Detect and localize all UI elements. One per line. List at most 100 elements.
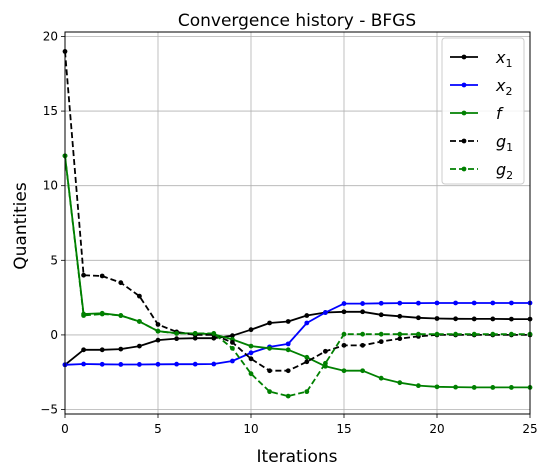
data-point-x1	[230, 333, 235, 339]
y-tick-label: 15	[43, 104, 58, 118]
data-point-f	[360, 368, 365, 374]
data-point-g2	[118, 313, 124, 318]
data-point-x2	[490, 300, 496, 306]
data-point-x1	[490, 316, 496, 322]
data-point-f	[490, 385, 496, 390]
y-tick-label: 20	[43, 29, 58, 43]
y-tick-label: 0	[50, 328, 58, 342]
data-point-g2	[285, 393, 291, 399]
x-axis-label: Iterations	[257, 447, 338, 467]
series-g2	[62, 153, 533, 399]
data-point-g2	[378, 331, 384, 337]
data-point-g2	[416, 331, 421, 337]
data-point-f	[341, 368, 347, 374]
data-point-f	[285, 347, 291, 353]
data-point-x1	[211, 335, 217, 341]
series-line-g2	[64, 155, 530, 398]
data-point-x2	[434, 300, 440, 306]
data-point-f	[453, 384, 458, 390]
data-point-x2	[81, 361, 86, 367]
y-axis-ticks: −5 0 5 10 15 20	[40, 29, 65, 417]
data-point-x2	[211, 361, 217, 367]
data-point-x2	[397, 300, 403, 306]
data-point-x1	[434, 316, 440, 321]
data-point-x2	[360, 301, 365, 306]
data-point-x2	[453, 300, 458, 306]
data-point-g2	[81, 313, 86, 318]
data-point-g2	[323, 360, 328, 366]
data-point-f	[509, 385, 514, 390]
data-point-x1	[155, 337, 161, 343]
data-point-g1	[267, 368, 272, 374]
legend-marker-g1	[461, 138, 467, 144]
data-point-g2	[155, 328, 161, 334]
x-tick-label: 10	[243, 422, 258, 436]
data-point-g1	[230, 339, 235, 345]
data-point-x2	[304, 320, 310, 326]
data-point-x2	[323, 310, 328, 315]
data-point-g1	[81, 272, 86, 278]
data-point-x1	[509, 316, 514, 322]
data-point-g2	[341, 331, 347, 337]
data-point-f	[267, 345, 272, 351]
data-point-f	[304, 354, 310, 360]
data-point-g2	[192, 331, 198, 336]
data-point-x2	[509, 300, 514, 306]
series-x2	[62, 300, 533, 368]
legend-marker-x2	[461, 82, 467, 88]
x-axis-ticks: 0 5 10 15 20 25	[61, 414, 538, 436]
plot-frame	[64, 31, 531, 415]
series-x1	[62, 309, 533, 368]
data-point-f	[378, 375, 384, 381]
data-point-g1	[360, 342, 365, 348]
data-point-g1	[341, 342, 347, 348]
data-point-x2	[174, 361, 180, 367]
data-point-x1	[397, 313, 403, 319]
data-point-x2	[341, 301, 347, 306]
data-point-g1	[378, 339, 384, 345]
data-point-x1	[118, 346, 124, 352]
x-tick-label: 0	[61, 422, 69, 436]
data-point-g2	[267, 389, 272, 395]
data-point-x1	[285, 319, 291, 324]
data-point-g1	[118, 280, 124, 286]
data-point-x1	[174, 336, 180, 342]
y-tick-label: 10	[43, 179, 58, 193]
data-point-x2	[137, 362, 142, 367]
data-point-g1	[397, 336, 403, 342]
data-point-f	[397, 380, 403, 386]
data-point-x2	[471, 300, 477, 306]
data-point-g2	[397, 331, 403, 337]
x-tick-label: 20	[429, 422, 444, 436]
data-point-x2	[192, 361, 198, 367]
y-tick-label: 5	[50, 253, 58, 267]
legend-box	[441, 37, 525, 185]
data-point-g2	[248, 371, 254, 377]
data-point-g2	[471, 331, 477, 337]
data-point-g2	[360, 331, 365, 337]
series-layer	[62, 48, 533, 399]
data-point-g2	[304, 389, 310, 395]
data-point-f	[471, 385, 477, 390]
data-point-g2	[174, 331, 180, 336]
data-point-x1	[416, 315, 421, 321]
series-line-x1	[64, 310, 530, 366]
data-point-f	[434, 384, 440, 390]
data-point-g2	[211, 331, 217, 336]
data-point-g1	[304, 359, 310, 365]
y-axis-label: Quantities	[11, 182, 31, 270]
data-point-g2	[434, 331, 440, 337]
data-point-x2	[118, 362, 124, 367]
data-point-f	[248, 343, 254, 349]
legend-marker-g2	[461, 166, 467, 172]
data-point-x1	[304, 313, 310, 318]
x-tick-label: 25	[522, 422, 537, 436]
data-point-x2	[230, 358, 235, 364]
data-point-g1	[99, 273, 105, 279]
data-point-x1	[453, 316, 458, 322]
data-point-g2	[453, 331, 458, 337]
data-point-x2	[378, 300, 384, 306]
x-tick-label: 15	[336, 422, 351, 436]
data-point-g2	[490, 331, 496, 337]
data-point-x2	[285, 341, 291, 347]
